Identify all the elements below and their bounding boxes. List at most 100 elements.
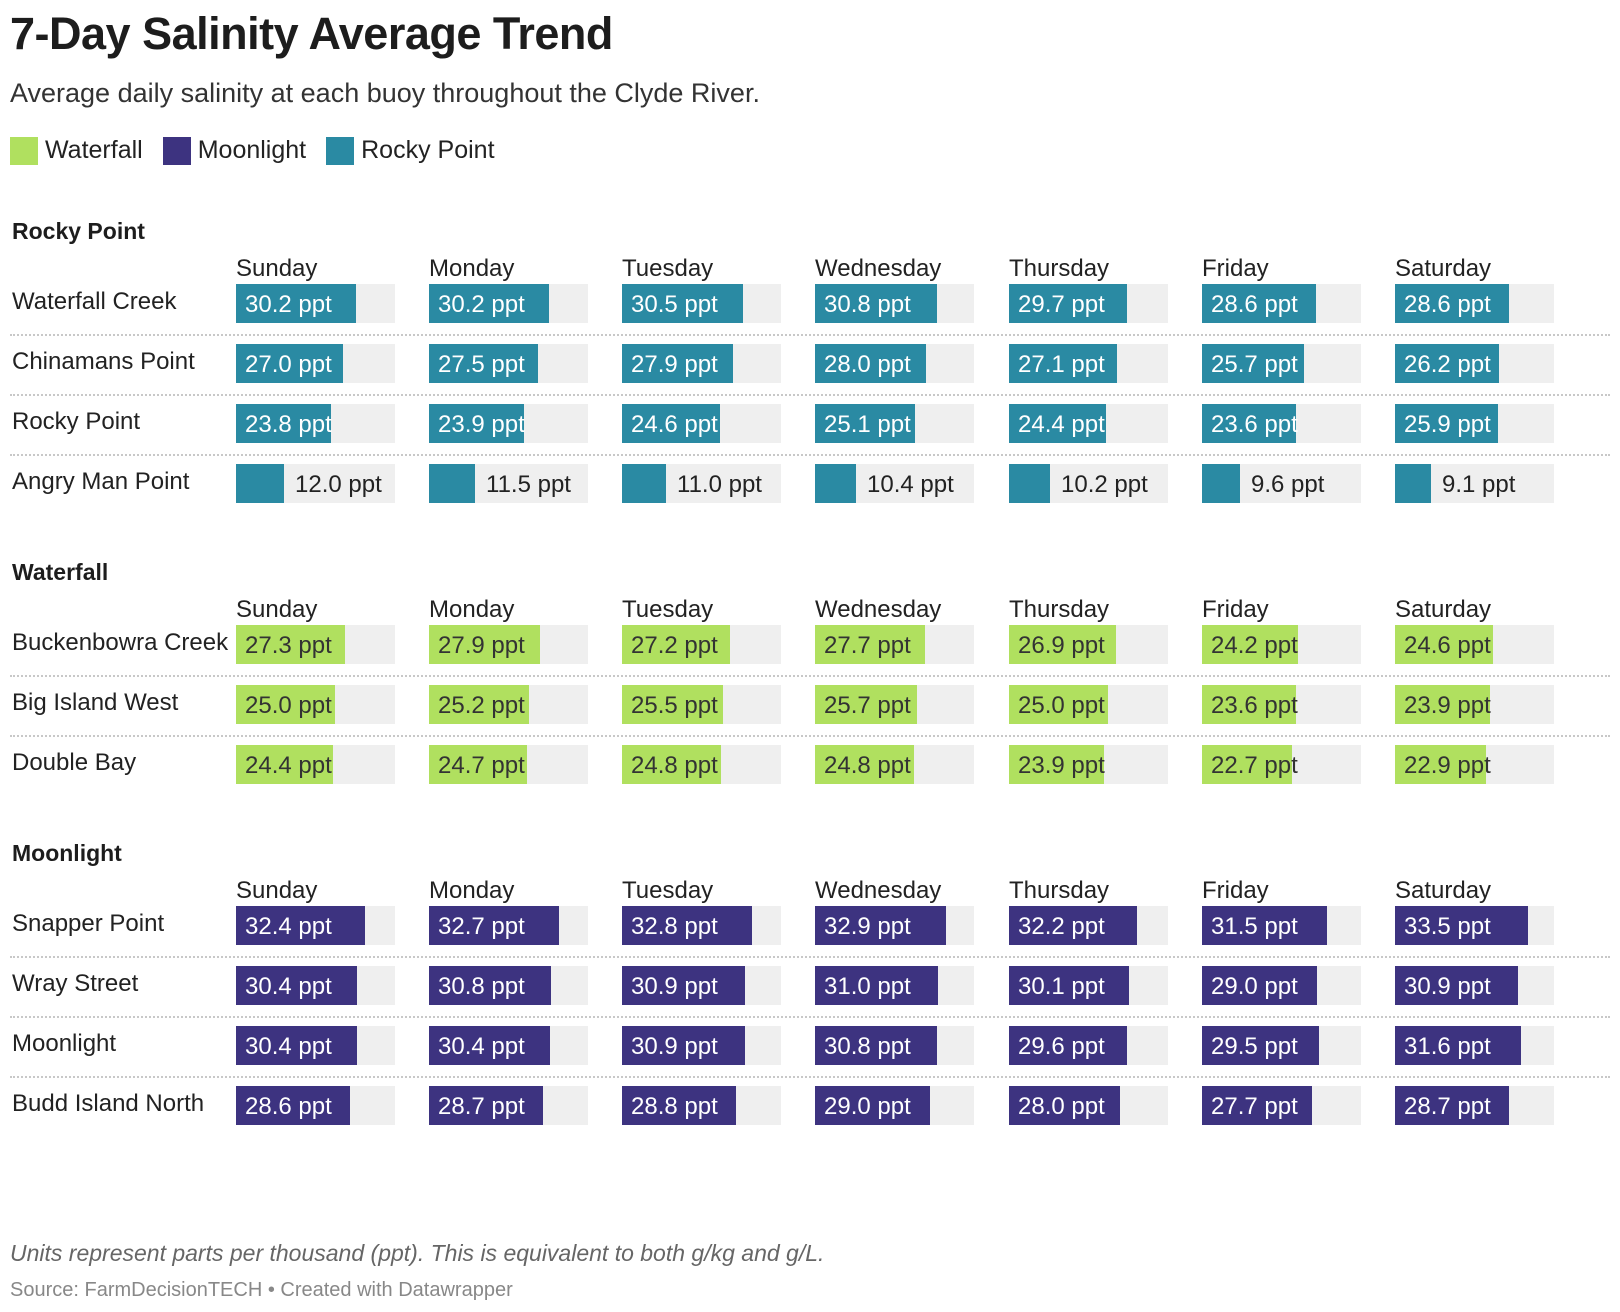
bar-cell-monday: 30.2 ppt	[429, 284, 588, 323]
legend-swatch-waterfall	[10, 136, 38, 165]
bar	[815, 284, 937, 323]
bar-value-label: 31.5 ppt	[1211, 913, 1298, 940]
bar-cell-friday: 9.6 ppt	[1202, 464, 1361, 503]
bar-value-label: 30.4 ppt	[438, 1033, 525, 1060]
bar-value-label: 25.7 ppt	[1211, 351, 1298, 378]
chart-title: 7-Day Salinity Average Trend	[10, 8, 613, 59]
bar	[622, 1086, 736, 1125]
bar	[815, 745, 914, 784]
bar	[1009, 404, 1106, 443]
row-label: Snapper Point	[12, 910, 165, 937]
legend-item-moonlight: Moonlight	[162, 136, 306, 165]
bar	[622, 906, 752, 945]
bar	[1395, 966, 1518, 1005]
bar-value-label: 28.0 ppt	[824, 351, 911, 378]
day-header-wednesday: Wednesday	[815, 596, 942, 623]
bar-value-label: 30.4 ppt	[245, 1033, 332, 1060]
bar-value-label: 9.1 ppt	[1442, 471, 1516, 498]
bar-value-label: 25.0 ppt	[1018, 692, 1105, 719]
chart-notes: Units represent parts per thousand (ppt)…	[10, 1240, 825, 1266]
row-label: Buckenbowra Creek	[12, 629, 229, 656]
bar-value-label: 9.6 ppt	[1251, 471, 1325, 498]
bar-value-label: 29.7 ppt	[1018, 291, 1105, 318]
bar-value-label: 32.2 ppt	[1018, 913, 1105, 940]
bar	[1009, 1086, 1120, 1125]
bar	[1395, 1026, 1521, 1065]
bar	[1395, 745, 1486, 784]
bar	[1202, 464, 1240, 503]
bar	[1395, 906, 1528, 945]
bar-value-label: 30.5 ppt	[631, 291, 718, 318]
legend: Waterfall Moonlight Rocky Point	[10, 136, 495, 165]
bar-cell-sunday: 12.0 ppt	[236, 464, 395, 503]
bar	[236, 1086, 350, 1125]
bar-cell-monday: 27.9 ppt	[429, 625, 588, 664]
bar	[1202, 284, 1316, 323]
bar-cell-sunday: 24.4 ppt	[236, 745, 395, 784]
legend-swatch-moonlight	[162, 136, 191, 165]
bar-value-label: 24.4 ppt	[1018, 411, 1105, 438]
bar-cell-monday: 11.5 ppt	[429, 464, 588, 503]
bar-value-label: 25.1 ppt	[824, 411, 911, 438]
bar-cell-saturday: 24.6 ppt	[1395, 625, 1554, 664]
day-header-saturday: Saturday	[1395, 596, 1492, 623]
table-row: Wray Street 30.4 ppt 30.8 ppt 30.9 ppt 31.0 …	[10, 954, 1610, 1018]
bar-cell-friday: 22.7 ppt	[1202, 745, 1361, 784]
table-row: Snapper Point 32.4 ppt 32.7 ppt 32.8 ppt 32.…	[10, 894, 1610, 958]
bar-cell-wednesday: 24.8 ppt	[815, 745, 974, 784]
bar	[815, 1086, 930, 1125]
bar-value-label: 30.8 ppt	[824, 291, 911, 318]
day-header-friday: Friday	[1202, 255, 1269, 282]
bar-value-label: 30.2 ppt	[245, 291, 332, 318]
bar-cell-saturday: 9.1 ppt	[1395, 464, 1554, 503]
chart-source: Source: FarmDecisionTECH • Created with …	[10, 1279, 513, 1301]
bar	[1202, 906, 1327, 945]
bar-cell-friday: 31.5 ppt	[1202, 906, 1361, 945]
bar-value-label: 30.1 ppt	[1018, 973, 1105, 1000]
bar-value-label: 24.8 ppt	[824, 752, 911, 779]
bar-value-label: 31.6 ppt	[1404, 1033, 1491, 1060]
bar-cell-wednesday: 25.7 ppt	[815, 685, 974, 724]
bar-cell-wednesday: 30.8 ppt	[815, 1026, 974, 1065]
bar-value-label: 23.6 ppt	[1211, 411, 1298, 438]
bar	[1202, 404, 1296, 443]
bar-cell-tuesday: 27.2 ppt	[622, 625, 781, 664]
bar-value-label: 27.9 ppt	[438, 632, 525, 659]
table-row: Big Island West 25.0 ppt 25.2 ppt 25.5 ppt 2…	[10, 673, 1610, 737]
bar	[1009, 625, 1116, 664]
bar-cell-thursday: 29.6 ppt	[1009, 1026, 1168, 1065]
bar	[1009, 464, 1050, 503]
bar-cell-tuesday: 28.8 ppt	[622, 1086, 781, 1125]
bar	[1009, 1026, 1127, 1065]
bar-cell-tuesday: 30.9 ppt	[622, 966, 781, 1005]
bar	[1395, 1086, 1509, 1125]
row-label: Chinamans Point	[12, 348, 195, 375]
bar	[1395, 404, 1498, 443]
bar-value-label: 28.6 ppt	[1404, 291, 1491, 318]
bar	[1009, 284, 1127, 323]
bar	[429, 1086, 543, 1125]
bar-cell-saturday: 22.9 ppt	[1395, 745, 1554, 784]
bar-cell-tuesday: 11.0 ppt	[622, 464, 781, 503]
bar-value-label: 22.7 ppt	[1211, 752, 1298, 779]
bar-cell-saturday: 23.9 ppt	[1395, 685, 1554, 724]
bar-value-label: 27.1 ppt	[1018, 351, 1105, 378]
day-header-wednesday: Wednesday	[815, 877, 942, 904]
bar	[429, 344, 538, 383]
table-row: Angry Man Point 12.0 ppt 11.5 ppt 11.0 ppt 1…	[10, 452, 1610, 514]
bar-cell-sunday: 27.0 ppt	[236, 344, 395, 383]
bar-cell-saturday: 31.6 ppt	[1395, 1026, 1554, 1065]
bar-cell-monday: 32.7 ppt	[429, 906, 588, 945]
bar-cell-sunday: 30.2 ppt	[236, 284, 395, 323]
bar-cell-friday: 23.6 ppt	[1202, 404, 1361, 443]
bar-value-label: 25.0 ppt	[245, 692, 332, 719]
bar	[1009, 906, 1137, 945]
row-label: Moonlight	[12, 1030, 117, 1057]
bar-value-label: 25.9 ppt	[1404, 411, 1491, 438]
bar-cell-tuesday: 24.6 ppt	[622, 404, 781, 443]
bar-value-label: 10.4 ppt	[867, 471, 954, 498]
bar-cell-thursday: 23.9 ppt	[1009, 745, 1168, 784]
bar	[429, 1026, 550, 1065]
day-header-sunday: Sunday	[236, 596, 318, 623]
bar-cell-friday: 27.7 ppt	[1202, 1086, 1361, 1125]
